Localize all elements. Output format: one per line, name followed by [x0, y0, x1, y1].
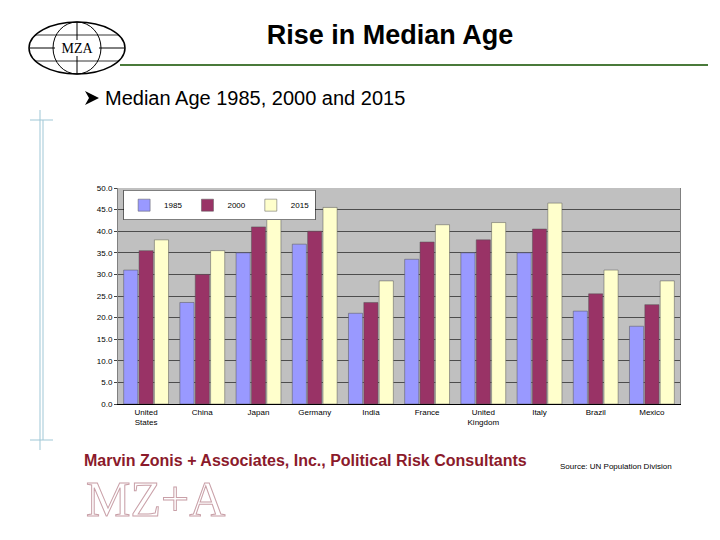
svg-text:10.0: 10.0 — [97, 357, 113, 366]
svg-text:15.0: 15.0 — [97, 335, 113, 344]
svg-text:Mexico: Mexico — [639, 408, 665, 417]
html-text:Median Age 1985, 2000 and 2015: Median Age 1985, 2000 and 2015 — [105, 87, 406, 109]
svg-text:1985: 1985 — [164, 201, 182, 210]
svg-text:India: India — [362, 408, 380, 417]
svg-text:Brazil: Brazil — [586, 408, 606, 417]
svg-text:Japan: Japan — [248, 408, 270, 417]
svg-text:35.0: 35.0 — [97, 249, 113, 258]
svg-text:France: France — [415, 408, 440, 417]
html-text:Rise in Median Age: Rise in Median Age — [266, 20, 514, 50]
svg-text:0.0: 0.0 — [101, 400, 113, 409]
svg-text:Italy: Italy — [532, 408, 547, 417]
svg-text:Germany: Germany — [298, 408, 331, 417]
svg-text:5.0: 5.0 — [101, 378, 113, 387]
svg-text:UnitedStates: UnitedStates — [135, 408, 158, 427]
svg-text:50.0: 50.0 — [97, 184, 113, 193]
html-text:MZ+A: MZ+A — [86, 471, 226, 527]
svg-text:UnitedKingdom: UnitedKingdom — [468, 408, 500, 427]
html-text:Source: UN Population Division: Source: UN Population Division — [560, 462, 672, 471]
svg-text:25.0: 25.0 — [97, 292, 113, 301]
html-text:Marvin Zonis + Associates, Inc: Marvin Zonis + Associates, Inc., Politic… — [84, 452, 527, 469]
svg-text:MZA: MZA — [61, 41, 93, 56]
svg-text:45.0: 45.0 — [97, 205, 113, 214]
svg-text:30.0: 30.0 — [97, 270, 113, 279]
svg-text:2000: 2000 — [227, 201, 245, 210]
svg-text:China: China — [192, 408, 213, 417]
svg-text:2015: 2015 — [291, 201, 309, 210]
svg-text:20.0: 20.0 — [97, 313, 113, 322]
svg-text:40.0: 40.0 — [97, 227, 113, 236]
